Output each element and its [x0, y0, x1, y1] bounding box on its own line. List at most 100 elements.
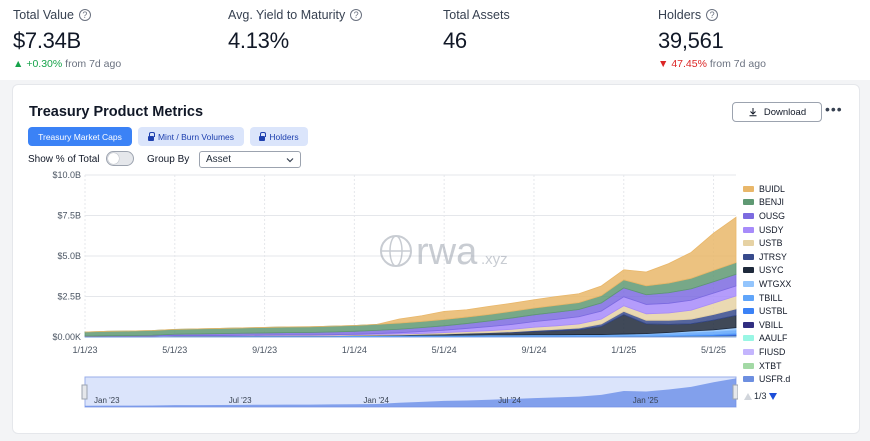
lock-icon — [147, 131, 155, 141]
legend-swatch — [743, 199, 754, 206]
kpi-value: 46 — [443, 28, 467, 53]
legend-label: USTBL — [759, 306, 788, 317]
legend-swatch — [743, 280, 754, 287]
legend-item[interactable]: JTRSY — [743, 250, 791, 264]
legend-label: VBILL — [759, 319, 783, 330]
help-icon[interactable]: ? — [350, 9, 363, 21]
legend-prev-icon[interactable] — [744, 392, 752, 400]
more-options-icon[interactable]: ••• — [825, 101, 843, 117]
legend-label: XTBT — [759, 360, 782, 371]
legend-swatch — [743, 362, 754, 369]
legend-swatch — [743, 335, 754, 342]
legend-item[interactable]: AAULF — [743, 332, 791, 346]
navigator-label: Jan '24 — [363, 396, 389, 405]
legend-item[interactable]: VBILL — [743, 318, 791, 332]
show-pct-label: Show % of Total — [28, 154, 100, 165]
legend-item[interactable]: USFR.d — [743, 372, 791, 386]
legend-page: 1/3 — [754, 391, 767, 401]
navigator-label: Jan '23 — [94, 396, 120, 405]
legend-swatch — [743, 226, 754, 233]
tab-treasury-market-caps[interactable]: Treasury Market Caps — [28, 127, 132, 146]
kpi-change: +0.30% — [26, 58, 63, 70]
download-button[interactable]: Download — [732, 102, 822, 122]
kpi-label: Holders — [658, 8, 702, 22]
kpi-label: Avg. Yield to Maturity — [228, 8, 346, 22]
legend-label: FIUSD — [759, 346, 786, 357]
navigator-label: Jan '25 — [633, 396, 659, 405]
x-tick-label: 1/1/23 — [72, 345, 97, 355]
x-tick-label: 5/1/23 — [162, 345, 187, 355]
kpi-holders: Holders? 39,561 ▼ 47.45% from 7d ago — [658, 8, 766, 70]
kpi-label: Total Value — [13, 8, 74, 22]
help-icon[interactable]: ? — [78, 9, 91, 21]
kpi-label: Total Assets — [443, 8, 510, 22]
series-area-buidl — [84, 216, 737, 333]
legend-item[interactable]: OUSG — [743, 209, 791, 223]
y-tick-label: $10.0B — [52, 171, 81, 180]
tab-label: Treasury Market Caps — [38, 131, 122, 142]
legend-label: TBILL — [759, 292, 783, 303]
x-tick-label: 9/1/23 — [252, 345, 277, 355]
group-by-value: Asset — [206, 154, 232, 165]
kpi-strip: Total Value? $7.34B ▲ +0.30% from 7d ago… — [0, 0, 870, 80]
tab-holders[interactable]: Holders — [250, 127, 308, 146]
tab-label: Mint / Burn Volumes — [157, 131, 235, 142]
tab-label: Holders — [269, 131, 299, 142]
navigator-label: Jul '24 — [498, 396, 521, 405]
tab-mint-burn-volumes[interactable]: Mint / Burn Volumes — [138, 127, 244, 146]
show-pct-toggle[interactable] — [106, 151, 134, 166]
watermark: rwa .xyz — [380, 231, 508, 273]
kpi-total-value: Total Value? $7.34B ▲ +0.30% from 7d ago — [13, 8, 121, 70]
legend: BUIDL BENJI OUSG USDY USTB JTRSY USYC WTGXX TBIL… — [743, 182, 791, 386]
legend-swatch — [743, 321, 754, 328]
legend-label: USTB — [759, 238, 783, 249]
legend-item[interactable]: BUIDL — [743, 182, 791, 196]
kpi-value: 4.13% — [228, 28, 289, 53]
legend-item[interactable]: FIUSD — [743, 345, 791, 359]
legend-item[interactable]: WTGXX — [743, 277, 791, 291]
legend-swatch — [743, 185, 754, 192]
legend-label: USYC — [759, 265, 784, 276]
navigator-handle-left — [81, 384, 88, 400]
navigator-handle-right — [732, 384, 738, 400]
legend-item[interactable]: USTBL — [743, 304, 791, 318]
legend-item[interactable]: USYC — [743, 264, 791, 278]
legend-swatch — [743, 240, 754, 247]
kpi-period: from 7d ago — [709, 58, 766, 70]
watermark-brand: rwa — [416, 231, 478, 273]
card-title: Treasury Product Metrics — [29, 104, 204, 120]
legend-label: WTGXX — [759, 278, 792, 289]
help-icon[interactable]: ? — [706, 9, 719, 21]
navigator-area — [85, 378, 736, 407]
legend-label: BENJI — [759, 197, 784, 208]
navigator-label: Jul '23 — [229, 396, 252, 405]
y-tick-label: $7.5B — [57, 211, 81, 221]
legend-swatch — [743, 212, 754, 219]
chevron-down-icon — [286, 157, 294, 162]
x-tick-label: 5/1/24 — [432, 345, 457, 355]
legend-label: USDY — [759, 224, 784, 235]
x-tick-label: 1/1/25 — [611, 345, 636, 355]
group-by-select[interactable]: Asset — [199, 151, 301, 168]
down-arrow-icon: ▼ — [658, 58, 669, 70]
legend-label: BUIDL — [759, 183, 785, 194]
legend-next-icon[interactable] — [768, 392, 777, 400]
kpi-value: 39,561 — [658, 28, 724, 53]
legend-item[interactable]: USTB — [743, 236, 791, 250]
legend-item[interactable]: BENJI — [743, 196, 791, 210]
group-by-label: Group By — [147, 154, 190, 165]
kpi-avg-yield: Avg. Yield to Maturity? 4.13% — [228, 8, 363, 54]
up-arrow-icon: ▲ — [13, 58, 24, 70]
legend-label: JTRSY — [759, 251, 787, 262]
stacked-area-chart: $0.00K $2.5B $5.0B $7.5B $10.0B 1/1/23 5/1/23 9… — [52, 171, 738, 408]
y-tick-label: $2.5B — [57, 292, 81, 302]
legend-item[interactable]: TBILL — [743, 291, 791, 305]
legend-label: AAULF — [759, 333, 788, 344]
kpi-total-assets: Total Assets 46 — [443, 8, 510, 54]
legend-item[interactable]: XTBT — [743, 359, 791, 373]
lock-icon — [259, 131, 267, 141]
legend-item[interactable]: USDY — [743, 223, 791, 237]
x-tick-label: 1/1/24 — [342, 345, 367, 355]
legend-swatch — [743, 348, 754, 355]
legend-swatch — [743, 308, 754, 315]
